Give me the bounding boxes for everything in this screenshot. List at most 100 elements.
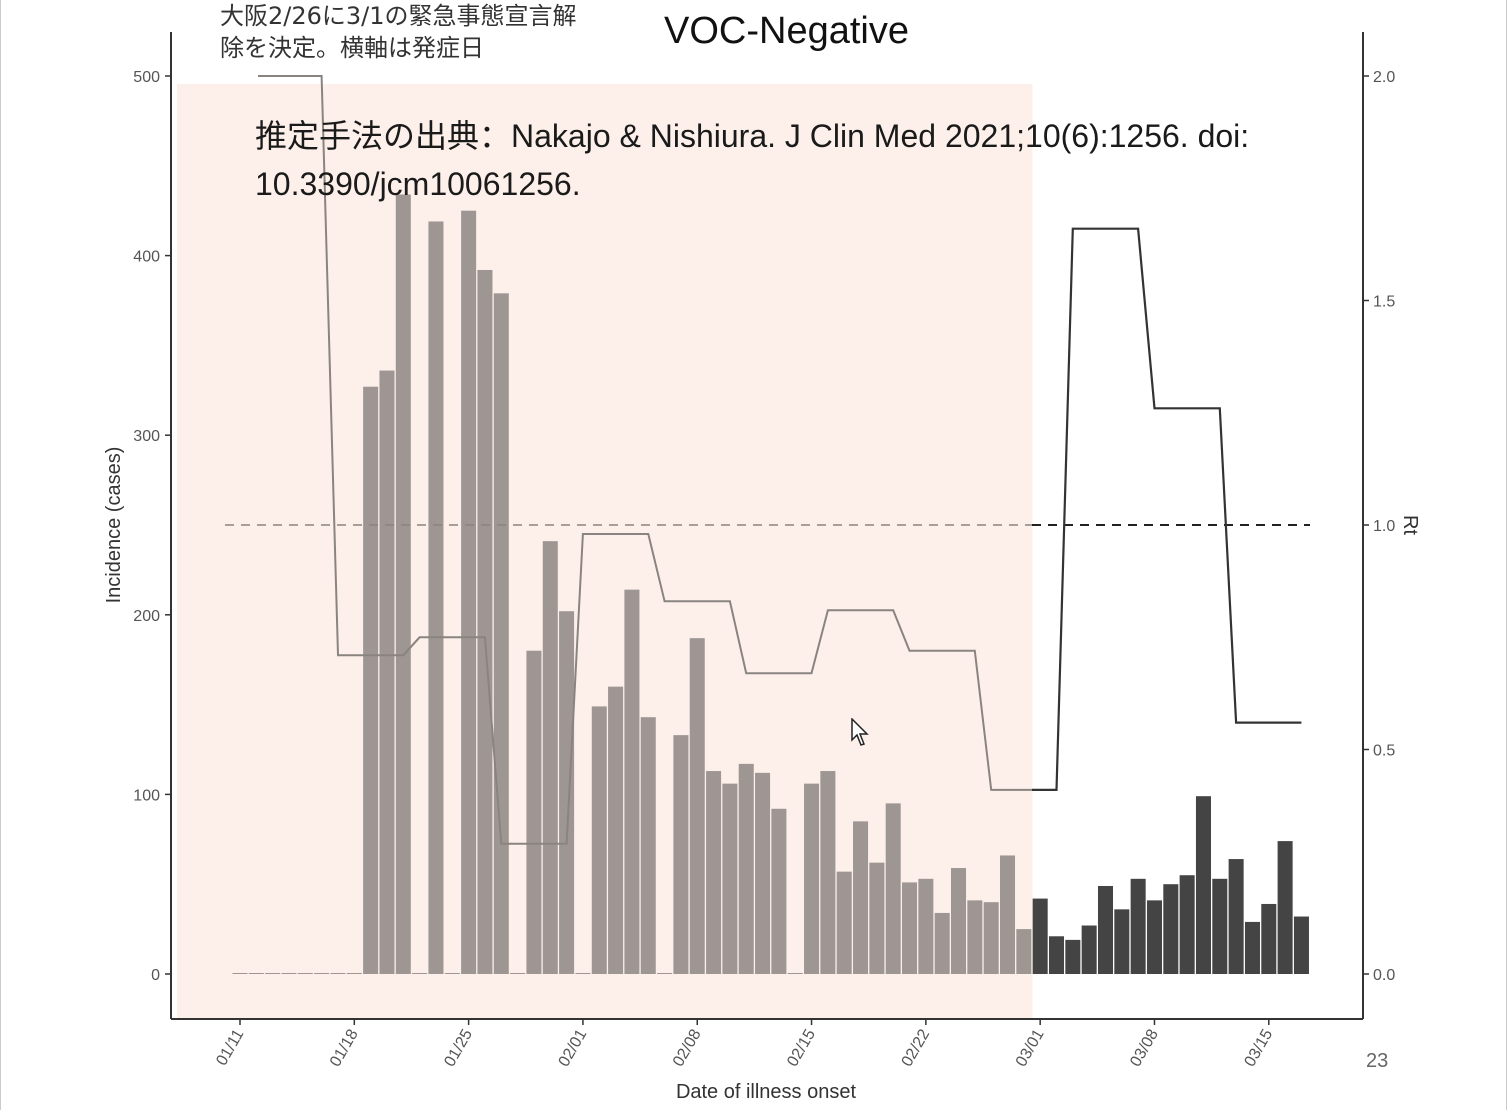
y-axis-label: Incidence (cases) bbox=[103, 447, 125, 604]
bar bbox=[951, 868, 967, 974]
bar bbox=[575, 973, 591, 974]
rt-line-shaded bbox=[258, 75, 1033, 845]
bar bbox=[820, 771, 836, 974]
x-tick-label: 01/11 bbox=[213, 1026, 247, 1068]
bar bbox=[1244, 921, 1260, 974]
bar bbox=[281, 973, 297, 974]
bar bbox=[1130, 878, 1146, 974]
bar bbox=[444, 973, 460, 974]
bar bbox=[1081, 925, 1097, 974]
x-tick-label: 02/22 bbox=[899, 1026, 934, 1069]
y-tick-label: 200 bbox=[133, 608, 160, 625]
osaka-note: 大阪2/26に3/1の緊急事態宣言解 除を決定。横軸は発症日 bbox=[220, 2, 577, 62]
bar bbox=[248, 973, 264, 974]
bar bbox=[918, 878, 934, 974]
y2-tick-label: 0.0 bbox=[1373, 967, 1395, 984]
x-tick-label: 03/08 bbox=[1127, 1026, 1162, 1069]
bar bbox=[673, 735, 689, 974]
bar bbox=[1146, 900, 1162, 974]
bar bbox=[608, 686, 624, 974]
bar bbox=[804, 783, 820, 974]
x-tick-label: 03/15 bbox=[1242, 1026, 1277, 1069]
bar bbox=[1212, 878, 1228, 974]
bar bbox=[379, 370, 395, 974]
y2-tick-label: 0.5 bbox=[1373, 743, 1395, 760]
bar bbox=[493, 293, 509, 974]
bar bbox=[787, 973, 803, 974]
bar bbox=[346, 973, 362, 974]
left-frame-edge bbox=[0, 0, 1, 1110]
bar bbox=[722, 783, 738, 974]
bar bbox=[526, 650, 542, 974]
x-tick-label: 02/08 bbox=[670, 1026, 705, 1069]
bar bbox=[1163, 884, 1179, 974]
chart-title: VOC-Negative bbox=[664, 10, 909, 52]
bar bbox=[591, 706, 607, 974]
bar bbox=[983, 902, 999, 974]
bar bbox=[738, 763, 754, 974]
rt-line bbox=[1032, 227, 1302, 791]
y-tick-label: 0 bbox=[151, 967, 160, 984]
bar bbox=[624, 589, 640, 974]
method-citation: 推定手法の出典：Nakajo & Nishiura. J Clin Med 20… bbox=[255, 118, 1250, 202]
bar bbox=[461, 210, 477, 974]
bar bbox=[314, 973, 330, 974]
bar bbox=[1097, 885, 1114, 974]
x-tick-label: 02/15 bbox=[784, 1026, 819, 1069]
bar bbox=[999, 855, 1016, 974]
bar bbox=[1114, 909, 1130, 974]
slide-number: 23 bbox=[1366, 1050, 1389, 1072]
y2-tick-label: 1.5 bbox=[1373, 294, 1395, 311]
bar bbox=[836, 871, 852, 974]
bar bbox=[510, 973, 526, 974]
y2-tick-label: 2.0 bbox=[1373, 69, 1395, 86]
bar bbox=[771, 808, 787, 974]
bar bbox=[330, 973, 346, 974]
bar bbox=[477, 269, 493, 974]
bar bbox=[755, 772, 771, 974]
bar bbox=[853, 821, 869, 974]
bar bbox=[1065, 939, 1081, 974]
bar bbox=[869, 862, 885, 974]
bar bbox=[265, 973, 281, 974]
bar bbox=[395, 194, 411, 974]
bar bbox=[1016, 929, 1032, 974]
y-tick-label: 400 bbox=[133, 249, 160, 266]
bar bbox=[1048, 936, 1065, 974]
y2-tick-label: 1.0 bbox=[1373, 518, 1395, 535]
y-tick-label: 500 bbox=[133, 69, 160, 86]
y-tick-label: 100 bbox=[133, 787, 160, 804]
bar bbox=[428, 221, 444, 974]
y2-axis-label: Rt bbox=[1399, 515, 1421, 535]
bar bbox=[297, 973, 313, 974]
x-axis-label: Date of illness onset bbox=[676, 1081, 857, 1103]
x-tick-label: 01/18 bbox=[327, 1026, 362, 1069]
bar bbox=[1293, 916, 1309, 974]
x-tick-label: 02/01 bbox=[556, 1026, 591, 1069]
bar bbox=[232, 973, 248, 974]
bar bbox=[1228, 859, 1244, 974]
x-tick-label: 03/01 bbox=[1013, 1026, 1048, 1069]
x-tick-label: 01/25 bbox=[441, 1026, 476, 1069]
bar bbox=[640, 717, 656, 974]
bar bbox=[1032, 898, 1048, 974]
bar bbox=[1179, 875, 1195, 974]
bar bbox=[902, 882, 918, 974]
bar bbox=[706, 771, 722, 974]
bar bbox=[657, 973, 673, 974]
bar bbox=[1261, 903, 1277, 974]
bar bbox=[363, 386, 379, 974]
bar bbox=[542, 541, 558, 974]
bar bbox=[689, 638, 705, 974]
bar bbox=[934, 912, 950, 974]
bar bbox=[559, 611, 575, 974]
mouse-cursor-icon bbox=[851, 718, 869, 746]
bar bbox=[885, 803, 901, 974]
bar bbox=[967, 900, 983, 974]
bar bbox=[1195, 796, 1211, 974]
y-tick-label: 300 bbox=[133, 428, 160, 445]
bar bbox=[1277, 841, 1293, 974]
bar bbox=[412, 973, 428, 974]
right-frame-edge bbox=[1506, 0, 1507, 1110]
